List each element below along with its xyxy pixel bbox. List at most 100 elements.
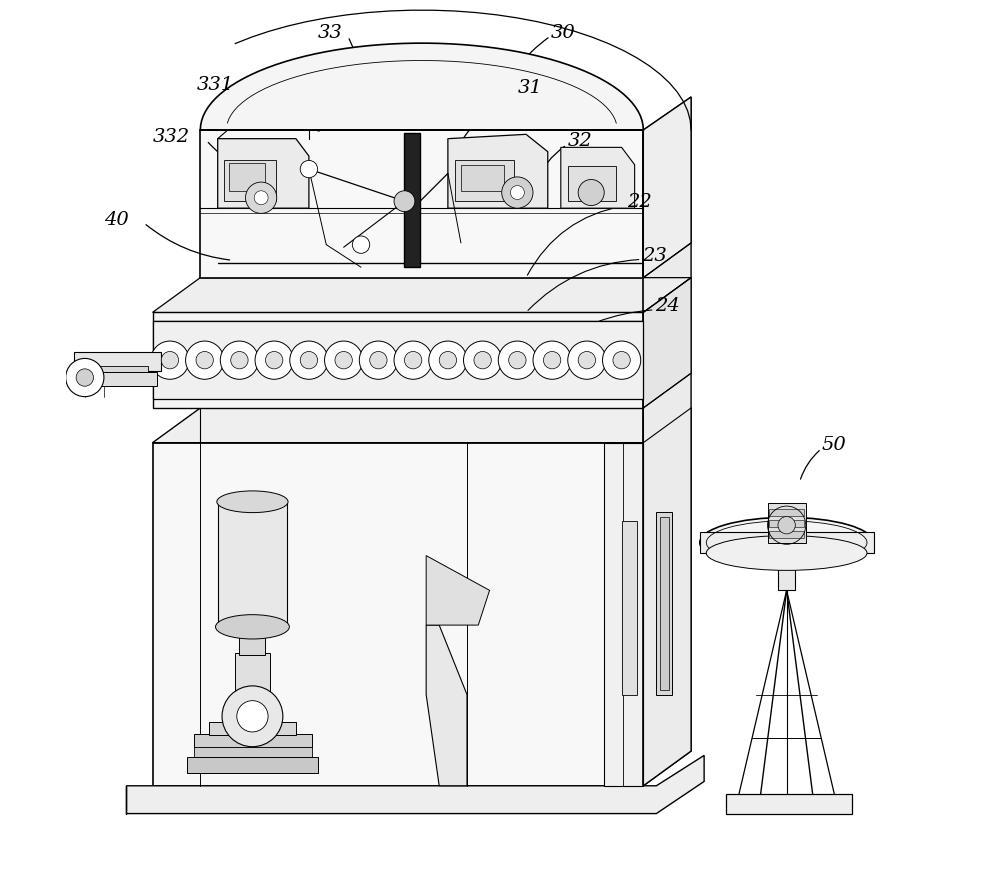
Bar	[209, 722, 296, 735]
Circle shape	[439, 352, 457, 369]
Bar	[74, 373, 157, 387]
Circle shape	[161, 352, 179, 369]
Bar	[461, 165, 504, 191]
Text: 23: 23	[642, 247, 667, 265]
Circle shape	[231, 352, 248, 369]
Circle shape	[602, 342, 641, 380]
Circle shape	[359, 342, 398, 380]
Bar	[700, 533, 874, 554]
Circle shape	[335, 352, 352, 369]
Circle shape	[76, 369, 93, 387]
Bar	[726, 794, 852, 813]
Polygon shape	[426, 556, 490, 626]
Polygon shape	[643, 98, 691, 786]
Bar	[778, 556, 795, 591]
Text: 24: 24	[655, 297, 680, 315]
Circle shape	[255, 342, 293, 380]
Circle shape	[186, 342, 224, 380]
Circle shape	[237, 701, 268, 732]
Bar	[660, 517, 669, 691]
Circle shape	[300, 162, 318, 178]
Bar	[235, 653, 270, 704]
Bar	[455, 161, 514, 202]
Bar	[224, 161, 276, 202]
Polygon shape	[153, 408, 691, 443]
Text: 331: 331	[197, 76, 234, 94]
Circle shape	[464, 342, 502, 380]
Polygon shape	[426, 626, 467, 786]
Bar	[239, 623, 265, 656]
Polygon shape	[561, 149, 635, 209]
Circle shape	[352, 236, 370, 254]
Text: 33: 33	[318, 23, 343, 42]
Circle shape	[533, 342, 571, 380]
Bar	[404, 134, 420, 268]
Bar	[74, 353, 161, 372]
Circle shape	[245, 182, 277, 214]
Circle shape	[394, 342, 432, 380]
Ellipse shape	[706, 536, 867, 571]
Circle shape	[222, 687, 283, 746]
Circle shape	[778, 517, 795, 534]
Text: 50: 50	[822, 436, 847, 454]
Circle shape	[429, 342, 467, 380]
Circle shape	[568, 342, 606, 380]
Text: 32: 32	[568, 132, 592, 150]
Circle shape	[578, 352, 596, 369]
Circle shape	[502, 177, 533, 209]
Circle shape	[394, 191, 415, 212]
Bar	[194, 746, 312, 760]
Bar	[769, 521, 804, 527]
Circle shape	[300, 352, 318, 369]
Bar	[194, 733, 312, 746]
Text: 40: 40	[104, 210, 128, 229]
Bar	[187, 757, 318, 773]
Bar	[229, 163, 265, 191]
Circle shape	[151, 342, 189, 380]
Text: 332: 332	[153, 128, 190, 146]
Bar	[74, 367, 148, 375]
Bar	[769, 532, 804, 539]
Bar	[153, 322, 643, 400]
Circle shape	[510, 186, 524, 200]
Text: 22: 22	[627, 193, 651, 211]
Polygon shape	[153, 443, 643, 786]
Circle shape	[370, 352, 387, 369]
Bar	[656, 513, 672, 695]
Circle shape	[196, 352, 213, 369]
Polygon shape	[448, 136, 548, 209]
Circle shape	[498, 342, 536, 380]
Polygon shape	[200, 131, 643, 278]
Bar	[768, 504, 806, 543]
Polygon shape	[643, 408, 691, 786]
Circle shape	[404, 352, 422, 369]
Polygon shape	[218, 140, 309, 209]
Circle shape	[543, 352, 561, 369]
Circle shape	[290, 342, 328, 380]
Bar	[622, 521, 637, 695]
Polygon shape	[643, 98, 691, 278]
Polygon shape	[153, 278, 691, 313]
Circle shape	[474, 352, 491, 369]
Circle shape	[578, 180, 604, 206]
Text: 31: 31	[518, 78, 543, 96]
Bar	[568, 167, 616, 202]
Circle shape	[254, 191, 268, 205]
Bar	[218, 504, 287, 626]
Ellipse shape	[700, 518, 874, 568]
Bar	[769, 509, 804, 516]
Circle shape	[66, 359, 104, 397]
Circle shape	[509, 352, 526, 369]
Polygon shape	[153, 313, 643, 408]
Circle shape	[613, 352, 630, 369]
Bar	[604, 443, 643, 786]
Ellipse shape	[217, 491, 288, 513]
Polygon shape	[200, 44, 643, 131]
Circle shape	[220, 342, 259, 380]
Polygon shape	[643, 278, 691, 408]
Text: 30: 30	[551, 23, 576, 42]
Ellipse shape	[216, 615, 289, 640]
Circle shape	[265, 352, 283, 369]
Polygon shape	[126, 755, 704, 813]
Circle shape	[325, 342, 363, 380]
